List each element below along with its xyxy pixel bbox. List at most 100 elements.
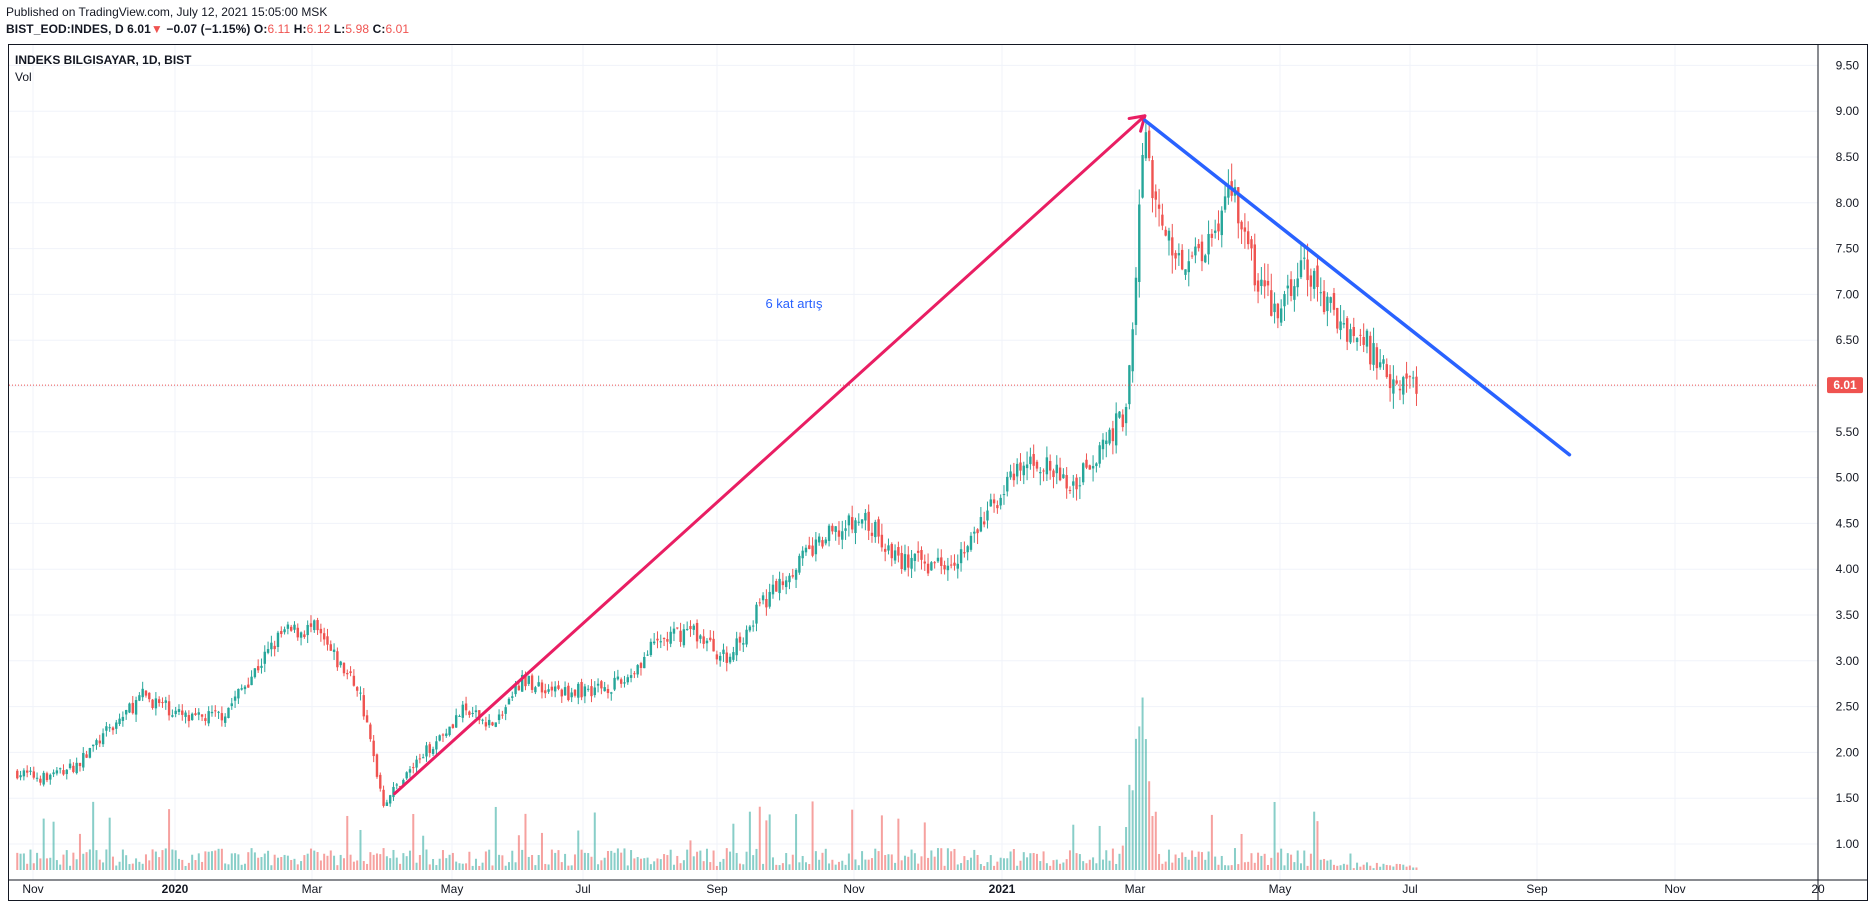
volume-bar — [36, 852, 39, 870]
volume-bar — [168, 809, 171, 870]
volume-bar — [669, 849, 672, 870]
candle-body — [811, 545, 814, 556]
candle-body — [610, 692, 613, 694]
candle-body — [210, 711, 214, 714]
volume-bar — [207, 851, 210, 870]
candle-body — [808, 545, 811, 549]
candle-body — [662, 637, 666, 639]
candle-body — [603, 687, 606, 692]
volume-bar — [441, 850, 444, 870]
candle-body — [481, 719, 484, 721]
candle-body — [794, 569, 798, 580]
candle-body — [425, 745, 428, 757]
volume-bar — [217, 848, 220, 870]
volume-bar — [372, 854, 375, 870]
candle-body — [263, 651, 266, 664]
volume-bar — [194, 860, 197, 870]
candle-body — [392, 786, 395, 798]
candle-body — [82, 752, 85, 768]
volume-bar — [484, 851, 487, 870]
candle-body — [85, 754, 88, 758]
candle-body — [1147, 130, 1151, 159]
volume-bar — [1191, 850, 1194, 870]
candle-body — [953, 562, 956, 566]
candle-body — [1339, 321, 1342, 331]
candle-body — [296, 627, 299, 638]
volume-bar — [270, 865, 273, 870]
candle-body — [1065, 475, 1068, 489]
volume-bar — [283, 854, 286, 870]
volume-bar — [583, 852, 586, 870]
candle-body — [68, 763, 72, 768]
candle-body — [1058, 467, 1062, 481]
volume-bar — [943, 865, 946, 870]
volume-bar — [884, 855, 887, 870]
candle-body — [728, 656, 732, 663]
volume-bar — [791, 854, 794, 870]
volume-bar — [1042, 851, 1045, 870]
candle-body — [250, 676, 253, 686]
candle-body — [580, 682, 583, 698]
volume-bar — [1214, 856, 1217, 870]
candle-body — [1359, 334, 1362, 336]
candle-body — [1114, 413, 1118, 446]
volume-bar — [1022, 852, 1025, 870]
candle-body — [966, 546, 969, 553]
volume-bar — [154, 851, 157, 870]
volume-bar — [1286, 853, 1289, 870]
candle-body — [897, 547, 900, 556]
volume-bar — [587, 853, 590, 870]
volume-bar — [428, 864, 431, 870]
candle-body — [1223, 196, 1227, 210]
volume-bar — [1230, 865, 1233, 870]
volume-bar — [804, 862, 807, 870]
volume-bar — [257, 857, 260, 870]
volume-bar — [870, 858, 873, 870]
volume-bar — [527, 856, 530, 870]
volume-bar — [659, 859, 662, 870]
volume-bar — [1362, 864, 1365, 870]
volume-bar — [115, 865, 118, 870]
volume-bar — [1250, 853, 1253, 870]
candle-body — [111, 727, 115, 731]
candle-body — [355, 687, 359, 691]
open-label: O: — [253, 22, 268, 36]
volume-bar — [560, 862, 563, 870]
candle-body — [511, 696, 514, 698]
candle-body — [540, 682, 544, 693]
volume-bar — [1299, 863, 1302, 870]
candle-body — [55, 770, 59, 774]
volume-bar — [379, 854, 382, 870]
candle-body — [583, 686, 587, 697]
candle-body — [108, 727, 111, 729]
candle-body — [837, 530, 841, 537]
volume-bar — [161, 850, 164, 870]
candle-body — [1250, 239, 1253, 249]
volume-bar — [1398, 864, 1401, 870]
candle-body — [289, 626, 293, 631]
volume-bar — [1148, 781, 1151, 870]
candle-body — [1194, 246, 1197, 256]
candle-body — [131, 702, 134, 714]
candle-body — [593, 687, 596, 696]
volume-bar — [191, 854, 194, 870]
candle-body — [600, 681, 603, 689]
candle-body — [867, 511, 870, 531]
candle-body — [1068, 490, 1072, 492]
volume-bar — [1105, 850, 1108, 870]
candle-body — [375, 754, 379, 777]
candle-body — [161, 702, 164, 704]
candle-body — [369, 724, 372, 740]
candle-body — [656, 638, 659, 641]
candle-body — [679, 630, 682, 642]
volume-bar — [151, 849, 154, 870]
candle-body — [956, 563, 959, 569]
volume-bar — [491, 865, 494, 870]
volume-bar — [649, 864, 652, 870]
candle-body — [883, 548, 887, 552]
volume-bar — [1319, 859, 1322, 870]
candle-body — [771, 584, 775, 595]
candle-body — [781, 581, 785, 586]
candle-body — [1312, 270, 1316, 289]
